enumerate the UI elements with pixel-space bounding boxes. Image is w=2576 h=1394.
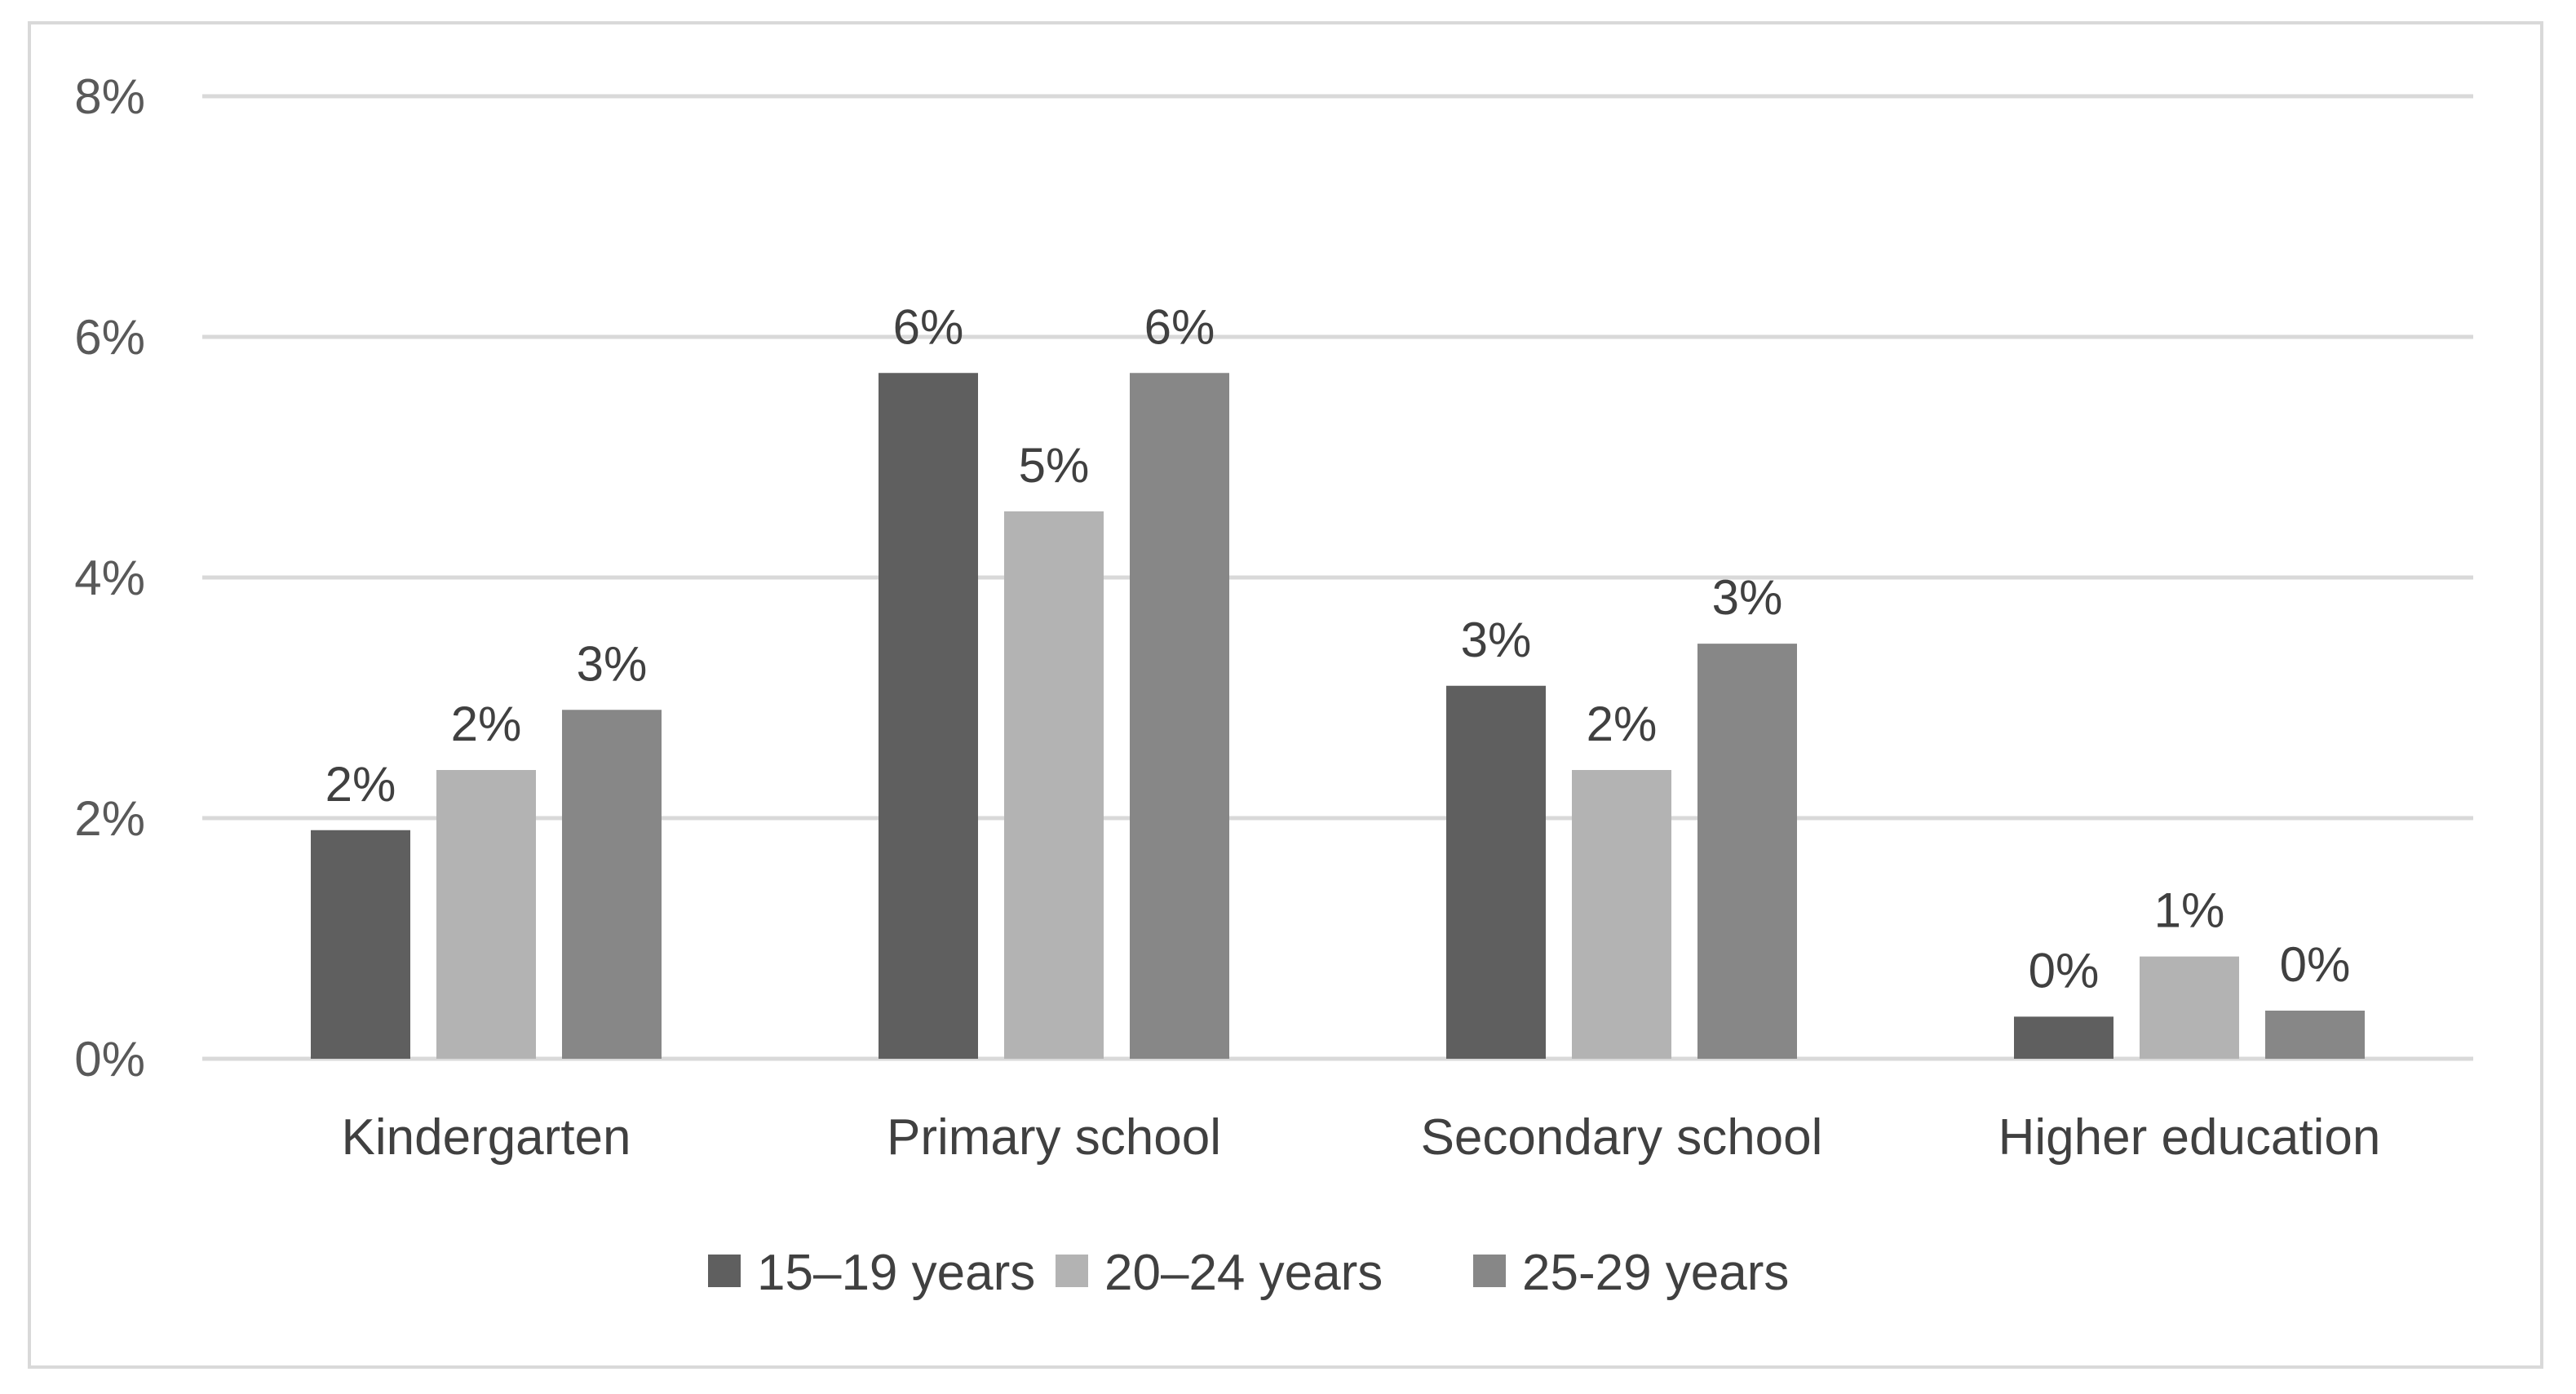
data-label: 2% [325,757,396,812]
legend-label: 20–24 years [1104,1245,1383,1301]
legend-label: 15–19 years [757,1245,1035,1301]
y-tick-label: 0% [74,1032,145,1086]
x-category-label: Secondary school [1421,1109,1823,1166]
data-labels: 2% 2% 3% 6% 5% 6% 3% 2% 3% 0% 1% 0% [325,299,2351,998]
data-label: 1% [2154,883,2225,938]
data-label: 2% [451,697,522,751]
x-category-label: Primary school [887,1109,1221,1166]
bar-25-29-years-primary-school [1130,373,1229,1059]
chart-frame [28,21,2543,1369]
bar-20-24-years-secondary-school [1572,770,1671,1059]
data-label: 5% [1019,438,1090,493]
gridlines [202,94,2473,1061]
bar-15-19-years-secondary-school [1446,685,1546,1059]
y-tick-label: 4% [74,551,145,605]
legend-swatch [708,1255,741,1287]
legend-label: 25-29 years [1522,1245,1789,1301]
x-category-label: Kindergarten [341,1109,631,1166]
data-label: 3% [577,636,648,691]
y-axis-ticks: 0% 2% 4% 6% 8% [74,69,145,1086]
data-label: 3% [1461,613,1532,667]
data-label: 6% [1144,299,1215,354]
bar-20-24-years-higher-education [2140,956,2239,1059]
data-label: 3% [1712,570,1783,625]
data-label: 0% [2280,937,2351,992]
legend: 15–19 years 20–24 years 25-29 years [708,1245,1789,1301]
legend-swatch [1056,1255,1088,1287]
y-tick-label: 2% [74,791,145,846]
bar-15-19-years-primary-school [879,373,978,1059]
x-category-label: Higher education [1998,1109,2381,1166]
data-label: 0% [2029,943,2100,998]
data-label: 2% [1587,697,1658,751]
y-tick-label: 8% [74,69,145,124]
bar-20-24-years-primary-school [1004,511,1104,1059]
bar-15-19-years-higher-education [2014,1016,2113,1059]
bars [311,373,2365,1059]
bar-20-24-years-kindergarten [436,770,536,1059]
data-label: 6% [893,299,964,354]
bar-25-29-years-higher-education [2265,1011,2365,1059]
y-tick-label: 6% [74,310,145,365]
legend-swatch [1473,1255,1506,1287]
bar-25-29-years-secondary-school [1697,644,1797,1059]
bar-25-29-years-kindergarten [562,710,662,1059]
bar-15-19-years-kindergarten [311,830,410,1059]
x-axis-categories: Kindergarten Primary school Secondary scho… [341,1109,2380,1166]
